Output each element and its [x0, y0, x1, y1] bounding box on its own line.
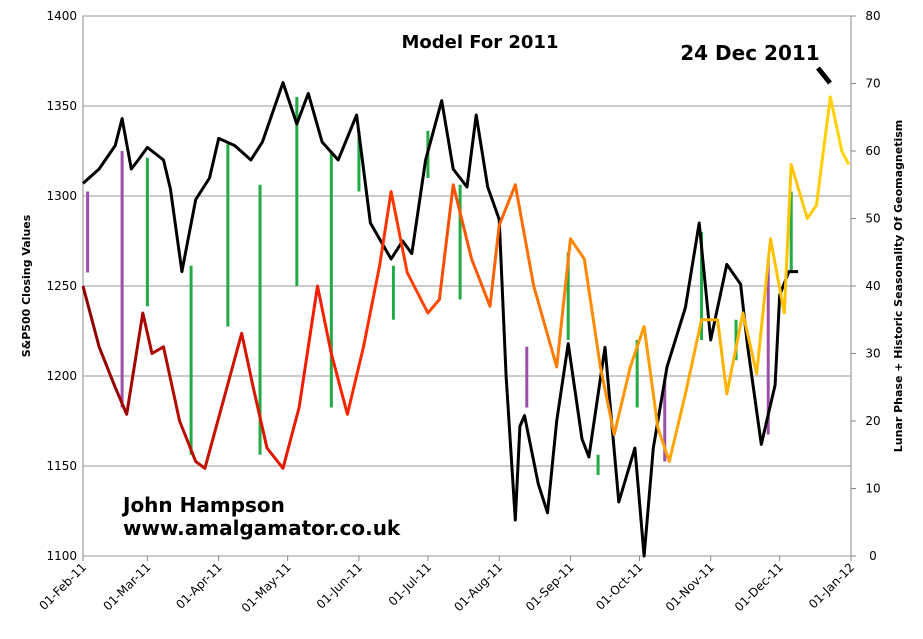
x-tick-label: 01-May-11	[239, 560, 294, 615]
chart-title: Model For 2011	[402, 32, 559, 53]
annotation: www.amalgamator.co.uk	[123, 516, 401, 540]
x-tick-label: 01-Sep-11	[523, 560, 577, 614]
annotation: 24 Dec 2011	[680, 41, 819, 65]
y-tick-label: 1150	[46, 459, 77, 473]
y-tick-label: 1300	[46, 189, 77, 203]
y2-tick-label: 60	[865, 144, 880, 158]
y2-tick-label: 70	[865, 77, 880, 91]
x-tick-label: 01-Jan-12	[806, 560, 857, 611]
x-tick-label: 01-Dec-11	[732, 560, 786, 614]
x-tick-label: 01-Jun-11	[314, 560, 365, 611]
annotation-arrow	[816, 66, 832, 85]
series-line	[81, 95, 851, 470]
y2-tick-label: 20	[865, 414, 880, 428]
y2-tick-label: 10	[865, 482, 880, 496]
y-tick-label: 1350	[46, 99, 77, 113]
series-line	[82, 81, 799, 558]
x-tick-label: 01-Mar-11	[100, 560, 153, 613]
y2-tick-label: 80	[865, 9, 880, 23]
y2-tick-label: 40	[865, 279, 880, 293]
y2-tick-label: 50	[865, 212, 880, 226]
y-tick-label: 1100	[46, 549, 77, 563]
x-tick-label: 01-Nov-11	[663, 560, 717, 614]
x-tick-label: 01-Jul-11	[386, 560, 434, 608]
y-tick-label: 1400	[46, 9, 77, 23]
y2-tick-label: 30	[865, 347, 880, 361]
x-tick-label: 01-Apr-11	[173, 560, 225, 612]
y2-axis-label: Lunar Phase + Historic Seasonality Of Ge…	[892, 120, 905, 453]
annotation: John Hampson	[121, 493, 285, 517]
x-tick-label: 01-Feb-11	[36, 560, 89, 613]
y-tick-label: 1200	[46, 369, 77, 383]
y-axis-label: S&P500 Closing Values	[20, 214, 33, 357]
y2-tick-label: 0	[869, 549, 877, 563]
y-tick-label: 1250	[46, 279, 77, 293]
x-tick-label: 01-Aug-11	[451, 560, 505, 614]
x-tick-label: 01-Oct-11	[593, 560, 646, 613]
